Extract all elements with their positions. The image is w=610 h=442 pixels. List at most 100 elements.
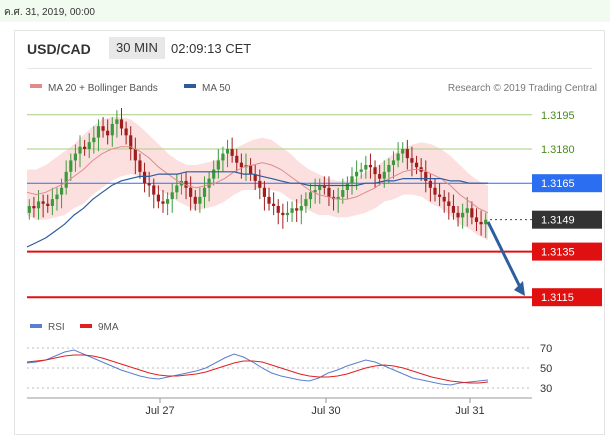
candle bbox=[295, 208, 299, 211]
rsi-line bbox=[26, 349, 489, 386]
candle bbox=[304, 199, 308, 206]
currency-pair: USD/CAD bbox=[27, 41, 91, 57]
candle bbox=[202, 187, 207, 197]
chart-time: 02:09:13 CET bbox=[171, 41, 252, 56]
level-label-box bbox=[532, 210, 602, 229]
level-label: 1.3195 bbox=[541, 110, 575, 122]
candle bbox=[59, 187, 64, 195]
candle bbox=[106, 130, 110, 136]
ma20-swatch bbox=[30, 84, 42, 88]
timestamp-bar: ค.ศ. 31, 2019, 00:00 bbox=[0, 0, 610, 22]
candle bbox=[308, 192, 313, 200]
candle bbox=[189, 187, 193, 197]
candle bbox=[129, 135, 133, 149]
chart-header: USD/CAD 30 MIN 02:09:13 CET bbox=[15, 31, 604, 67]
timeframe-button[interactable]: 30 MIN bbox=[109, 37, 165, 59]
candle bbox=[221, 153, 225, 161]
candle bbox=[212, 169, 216, 179]
candle bbox=[69, 160, 73, 172]
header-divider bbox=[27, 68, 592, 69]
candle bbox=[64, 171, 68, 188]
timestamp: ค.ศ. 31, 2019, 00:00 bbox=[4, 7, 95, 18]
candle bbox=[55, 194, 59, 200]
candle bbox=[138, 160, 142, 172]
level-label: 1.3165 bbox=[541, 178, 575, 190]
rsi-tick: 50 bbox=[540, 363, 552, 375]
candle bbox=[447, 201, 451, 206]
x-tick-label: Jul 30 bbox=[311, 405, 340, 417]
candle bbox=[313, 190, 317, 193]
candle bbox=[437, 194, 442, 197]
x-tick-label: Jul 27 bbox=[145, 405, 174, 417]
candle bbox=[479, 221, 483, 225]
candle bbox=[391, 160, 396, 165]
rsi-ma-line bbox=[26, 354, 489, 384]
candle bbox=[166, 199, 170, 204]
candle bbox=[272, 203, 276, 206]
ma20-legend: MA 20 + Bollinger Bands bbox=[48, 83, 158, 94]
candle bbox=[378, 174, 382, 179]
level-label: 1.3180 bbox=[541, 144, 575, 156]
candle bbox=[253, 174, 257, 181]
rsi-ma-legend: 9MA bbox=[98, 322, 119, 333]
candle bbox=[451, 206, 456, 213]
x-tick-label: Jul 31 bbox=[455, 405, 484, 417]
candle bbox=[322, 185, 326, 188]
candle bbox=[387, 164, 391, 172]
bollinger-band bbox=[27, 117, 488, 241]
ma50-line bbox=[26, 171, 488, 248]
candle bbox=[142, 171, 147, 184]
candle bbox=[428, 180, 432, 188]
candle bbox=[184, 180, 188, 188]
candle bbox=[474, 217, 479, 222]
candle bbox=[36, 201, 41, 209]
candle bbox=[299, 206, 303, 211]
candle bbox=[396, 153, 400, 161]
forecast-arrow bbox=[486, 221, 523, 290]
research-credit: Research © 2019 Trading Central bbox=[448, 83, 597, 94]
candle bbox=[442, 196, 446, 202]
candle bbox=[248, 164, 253, 175]
candle bbox=[170, 192, 174, 200]
candle bbox=[345, 183, 349, 191]
candle bbox=[115, 119, 119, 124]
candle bbox=[276, 206, 280, 213]
candle bbox=[87, 142, 91, 149]
candle bbox=[401, 149, 405, 154]
rsi-ma-swatch bbox=[80, 324, 92, 328]
candle bbox=[368, 164, 373, 168]
candle bbox=[336, 196, 340, 200]
candle bbox=[267, 196, 271, 204]
candle bbox=[341, 190, 345, 197]
candle bbox=[456, 212, 460, 218]
candle bbox=[262, 187, 267, 197]
candle bbox=[41, 201, 45, 204]
candle bbox=[355, 171, 359, 177]
candle bbox=[101, 126, 105, 131]
chart-panel: USD/CAD 30 MIN 02:09:13 CET bbox=[14, 30, 605, 435]
candle bbox=[424, 171, 428, 181]
candle bbox=[50, 199, 54, 206]
level-label-box bbox=[532, 288, 602, 307]
candle bbox=[216, 160, 220, 170]
candle bbox=[235, 155, 239, 163]
candle bbox=[414, 162, 419, 168]
candle bbox=[152, 185, 156, 195]
level-label: 1.3149 bbox=[541, 215, 575, 227]
candle bbox=[433, 187, 437, 195]
candle bbox=[470, 208, 474, 218]
candle bbox=[175, 185, 179, 193]
candle bbox=[73, 153, 78, 161]
ma50-legend: MA 50 bbox=[202, 83, 231, 94]
candle bbox=[83, 146, 87, 149]
level-label-box bbox=[532, 174, 602, 193]
level-label: 1.3115 bbox=[541, 292, 574, 304]
candle bbox=[27, 206, 31, 213]
ma50-swatch bbox=[184, 84, 196, 88]
candle bbox=[239, 162, 243, 168]
candle bbox=[32, 206, 36, 209]
candle bbox=[78, 146, 82, 154]
candle bbox=[193, 196, 197, 204]
candle bbox=[290, 208, 294, 213]
